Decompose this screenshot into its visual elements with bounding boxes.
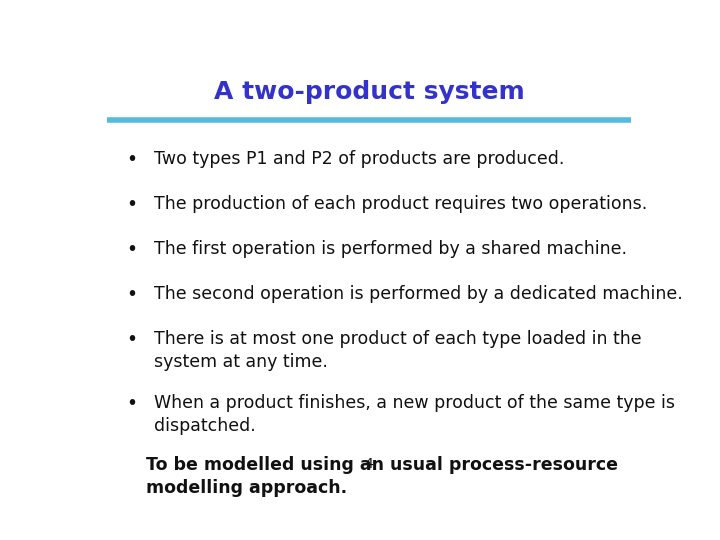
Text: •: • — [126, 285, 138, 304]
Text: There is at most one product of each type loaded in the
system at any time.: There is at most one product of each typ… — [154, 329, 642, 370]
Text: •: • — [126, 240, 138, 259]
Text: The second operation is performed by a dedicated machine.: The second operation is performed by a d… — [154, 285, 683, 303]
Text: •: • — [126, 195, 138, 214]
Text: When a product finishes, a new product of the same type is
dispatched.: When a product finishes, a new product o… — [154, 394, 675, 435]
Text: Two types P1 and P2 of products are produced.: Two types P1 and P2 of products are prod… — [154, 150, 564, 168]
Text: •: • — [126, 394, 138, 413]
Text: The first operation is performed by a shared machine.: The first operation is performed by a sh… — [154, 240, 627, 258]
Text: •: • — [126, 150, 138, 169]
Text: •: • — [126, 329, 138, 349]
Text: The production of each product requires two operations.: The production of each product requires … — [154, 195, 647, 213]
Text: A two-product system: A two-product system — [214, 80, 524, 104]
Text: 4: 4 — [364, 457, 374, 471]
Text: To be modelled using an usual process-resource
modelling approach.: To be modelled using an usual process-re… — [145, 456, 618, 497]
